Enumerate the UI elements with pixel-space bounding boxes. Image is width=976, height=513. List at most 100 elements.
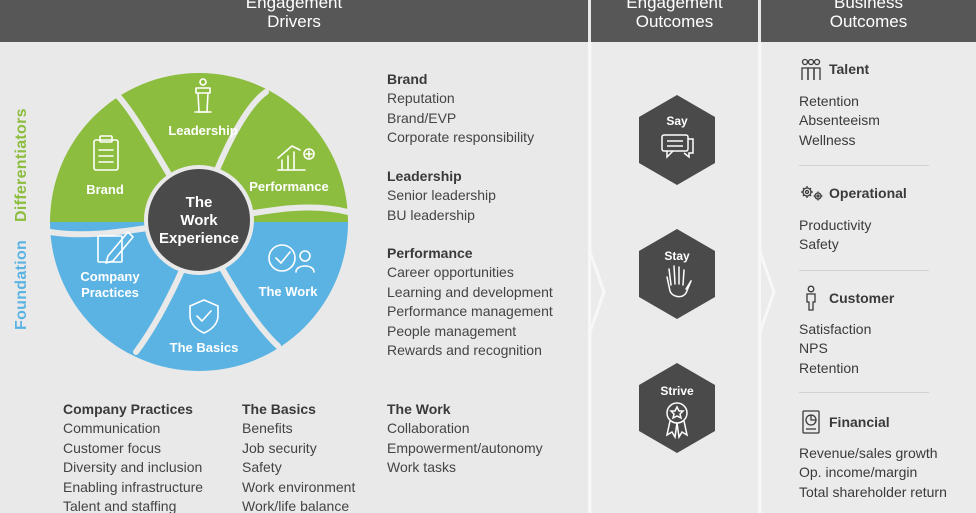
operational-list: Productivity Safety [799,216,871,255]
header-engagement-outcomes: Engagement Outcomes [591,0,758,42]
list-item: Talent and staffing [63,498,177,513]
growth-chart-icon [277,145,315,171]
list-item: Wellness [799,131,856,148]
financial-list: Revenue/sales growth Op. income/margin T… [799,444,947,502]
company-practices-list-title: Company Practices [63,401,193,417]
header-drivers-line1: Engagement [245,0,343,12]
podium-icon [194,78,212,113]
list-item: Learning and development [387,283,553,300]
business-outcomes-column [761,42,976,513]
list-item: Senior leadership [387,187,496,204]
list-item: Diversity and inclusion [63,459,203,476]
company-practices-list: Company Practices Communication Customer… [63,400,203,513]
segment-the-basics-label: The Basics [170,340,239,355]
hand-icon [666,265,692,298]
list-item: Productivity [799,217,872,233]
list-item: Op. income/margin [799,464,918,481]
list-item: Satisfaction [799,321,872,337]
segment-leadership-label: Leadership [168,123,237,138]
leadership-list: Leadership Senior leadership BU leadersh… [387,167,496,225]
the-work-list: The Work Collaboration Empowerment/auton… [387,400,543,478]
wheel-blue-half [50,222,348,371]
wheel-center [144,165,254,275]
segment-brand-label: Brand [86,182,124,197]
strive-hexagon: Strive [637,363,717,453]
list-item: Customer focus [63,439,162,456]
list-item: People management [387,322,517,339]
chevron-arrow [588,42,606,513]
list-item: Enabling infrastructure [63,478,204,495]
center-line-1: The [186,194,213,211]
list-item: Safety [242,459,282,476]
foundation-label: Foundation [13,239,30,330]
operational-title: Operational [829,185,907,201]
financial-document-icon [802,410,820,434]
wheel-green-half [50,73,348,222]
list-item: Work environment [242,478,356,495]
performance-list: Performance Career opportunities Learnin… [387,244,553,360]
segment-company-practices-label-1: Company [80,269,140,284]
list-item: NPS [799,340,828,357]
list-item: Performance management [387,303,553,320]
segment-the-work-label: The Work [259,284,319,299]
chevron-arrow [758,42,776,513]
award-ribbon-icon [665,402,689,440]
performance-list-title: Performance [387,245,473,261]
list-item: Reputation [387,90,455,107]
section-divider [799,392,929,393]
center-line-2: Work [180,212,218,229]
list-item: Absenteeism [799,112,880,129]
list-item: Work/life balance [242,498,350,513]
person-check-icon [268,244,315,273]
header-bo-line1: Business [834,0,903,12]
list-item: Brand/EVP [387,109,457,126]
list-item: Communication [63,420,161,437]
brand-list-title: Brand [387,71,428,87]
differentiators-label: Differentiators [13,108,30,222]
section-divider [799,165,929,166]
list-item: Collaboration [387,420,470,437]
segment-company-practices-label-2: Practices [81,285,139,300]
the-work-list-title: The Work [387,401,451,417]
header-drivers-line2: Drivers [267,12,321,31]
header-eo-line2: Outcomes [635,12,714,31]
clipboard-icon [93,135,119,171]
header-bo-line2: Outcomes [829,12,908,31]
list-item: Safety [799,236,839,253]
list-item: Revenue/sales growth [799,445,938,461]
speech-bubbles-icon [661,134,694,159]
column-divider [758,42,761,513]
list-item: Corporate responsibility [387,129,535,146]
financial-title: Financial [829,414,890,430]
center-line-3: Experience [159,230,239,247]
customer-list: Satisfaction NPS Retention [799,320,871,378]
pencil-paper-icon [97,231,134,264]
talent-title: Talent [829,61,870,77]
shield-check-icon [189,299,219,334]
stay-label: Stay [664,249,690,263]
list-item: Benefits [242,420,293,437]
list-item: Rewards and recognition [387,342,542,359]
strive-label: Strive [660,384,694,398]
brand-list: Brand Reputation Brand/EVP Corporate res… [387,70,534,148]
list-item: Job security [242,439,317,456]
list-item: BU leadership [387,206,475,223]
segment-performance-label: Performance [249,179,328,194]
list-item: Retention [799,359,859,376]
work-experience-wheel: Leadership Brand Performance Company Pra… [47,73,351,371]
header-eo-line1: Engagement [626,0,723,12]
section-divider [799,270,929,271]
list-item: Career opportunities [387,264,514,281]
people-icon [801,58,821,80]
list-item: Work tasks [387,459,456,476]
stay-hexagon: Stay [637,229,717,319]
person-icon [806,285,816,311]
say-hexagon: Say [637,95,717,185]
list-item: Empowerment/autonomy [387,439,543,456]
the-basics-list: The Basics Benefits Job security Safety … [242,400,355,513]
header-engagement-drivers: Engagement Drivers [0,0,588,42]
list-item: Total shareholder return [799,483,947,500]
gears-icon [801,186,823,201]
customer-title: Customer [829,290,895,306]
the-basics-list-title: The Basics [242,401,316,417]
